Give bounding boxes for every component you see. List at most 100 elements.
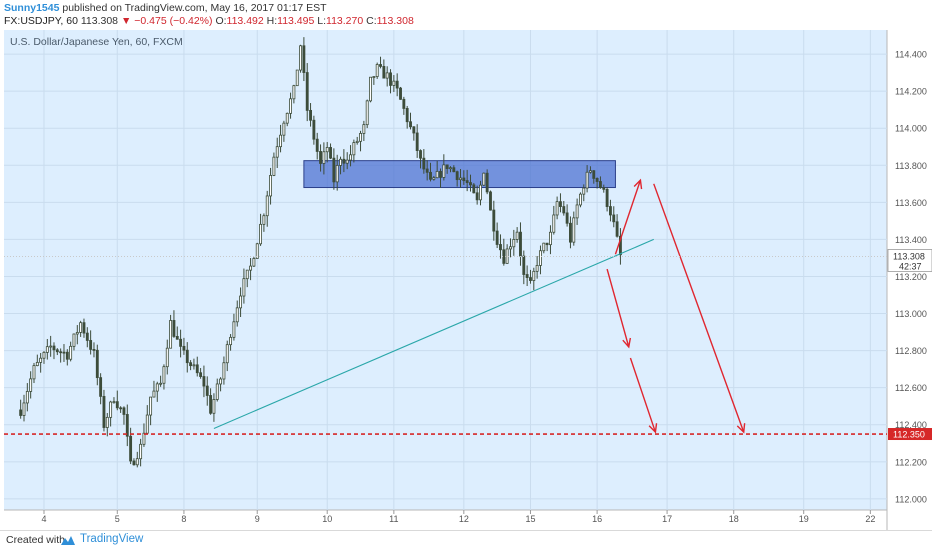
- candle-body: [419, 150, 422, 159]
- candle-body: [105, 416, 109, 428]
- y-tick-label: 113.600: [895, 198, 927, 208]
- candle-body: [412, 126, 416, 134]
- footer: Created with TradingView: [0, 530, 932, 551]
- candle-body: [319, 151, 322, 164]
- support-trendline: [213, 238, 654, 429]
- tradingview-brand[interactable]: TradingView: [80, 533, 144, 545]
- candle-body: [599, 181, 602, 189]
- candle-body: [355, 140, 359, 144]
- price-axis-panel: [887, 30, 932, 530]
- candle-body: [242, 278, 246, 297]
- candle-body: [182, 345, 186, 351]
- candle-body: [302, 45, 306, 73]
- candle-body: [219, 378, 223, 385]
- candle-body: [139, 443, 143, 460]
- candle-body: [92, 349, 96, 351]
- candle-body: [339, 158, 342, 166]
- candle-body: [252, 258, 256, 267]
- candle-body: [539, 250, 542, 266]
- y-tick-label: 112.000: [895, 494, 927, 504]
- candle-body: [439, 171, 442, 178]
- candle-body: [152, 390, 156, 398]
- candle-body: [549, 231, 552, 246]
- candle-body: [372, 76, 376, 78]
- candle-body: [365, 100, 369, 126]
- candle-body: [382, 66, 386, 79]
- x-tick-label: 8: [181, 514, 186, 524]
- candle-body: [22, 402, 26, 416]
- y-tick-label: 113.200: [895, 272, 927, 282]
- candle-body: [305, 72, 309, 111]
- candle-body: [422, 157, 426, 170]
- candle-body: [202, 376, 206, 387]
- candle-body: [509, 246, 512, 250]
- arrow-shaft: [606, 268, 630, 348]
- chart-area[interactable]: 114.400 114.200 114.000 113.800 113.600 113.4…: [0, 28, 932, 530]
- candle-body: [199, 372, 203, 377]
- x-tick-label: 9: [255, 514, 260, 524]
- close-value: 113.308: [376, 15, 414, 27]
- candle-body: [282, 122, 286, 136]
- tradingview-logo-icon[interactable]: [60, 534, 76, 546]
- candle-body: [605, 188, 609, 207]
- candle-body: [329, 147, 332, 159]
- candle-body: [149, 396, 153, 416]
- candle-body: [99, 377, 103, 397]
- candle-body: [522, 255, 526, 275]
- author-name[interactable]: Sunny1545: [4, 2, 60, 14]
- y-tick-label: 112.600: [895, 383, 927, 393]
- candle-body: [185, 349, 189, 364]
- last-price-label: 113.308: [893, 251, 925, 261]
- candle-body: [442, 164, 446, 178]
- candle-body: [435, 171, 439, 179]
- close-label: C:: [366, 15, 377, 27]
- candle-body: [292, 85, 296, 100]
- candle-body: [569, 222, 572, 243]
- candle-body: [299, 45, 302, 71]
- x-tick-label: 16: [592, 514, 602, 524]
- candle-body: [325, 147, 329, 153]
- candle-body: [179, 338, 183, 347]
- candle-body: [269, 175, 272, 197]
- candle-body: [472, 184, 476, 194]
- candle-body: [65, 351, 69, 360]
- last-price: 113.308: [80, 15, 119, 27]
- candle-body: [272, 156, 276, 176]
- candle-body: [175, 336, 179, 340]
- candle-body: [145, 414, 149, 434]
- candle-body: [259, 223, 263, 245]
- candle-body: [402, 98, 406, 109]
- candle-body: [399, 87, 402, 100]
- candle-body: [132, 460, 136, 466]
- candle-body: [165, 347, 169, 368]
- x-tick-label: 17: [662, 514, 672, 524]
- x-tick-label: 19: [799, 514, 809, 524]
- candle-body: [449, 167, 452, 170]
- candle-body: [115, 401, 119, 409]
- candle-body: [579, 193, 582, 206]
- low-value: 113.270: [326, 15, 364, 27]
- candle-body: [129, 435, 133, 462]
- candle-body: [172, 320, 176, 337]
- candle-body: [495, 230, 499, 245]
- candle-body: [192, 364, 196, 367]
- candle-body: [612, 214, 616, 223]
- candle-body: [409, 121, 412, 128]
- y-tick-label: 114.000: [895, 124, 927, 134]
- x-tick-label: 10: [322, 514, 332, 524]
- x-tick-label: 11: [389, 514, 398, 524]
- candle-body: [502, 249, 506, 264]
- candle-body: [162, 366, 166, 384]
- chart-header: Sunny1545 published on TradingView.com, …: [0, 0, 932, 28]
- candle-body: [425, 168, 429, 173]
- candle-body: [285, 112, 289, 124]
- x-tick-label: 12: [459, 514, 469, 524]
- forecast-arrows: [606, 178, 746, 434]
- candle-body: [499, 244, 502, 251]
- candle-body: [229, 336, 233, 346]
- candle-body: [405, 108, 409, 123]
- candle-body: [559, 201, 562, 207]
- price-chart[interactable]: 114.400 114.200 114.000 113.800 113.600 113.4…: [0, 28, 932, 530]
- candle-body: [479, 184, 482, 201]
- candle-body: [492, 209, 496, 232]
